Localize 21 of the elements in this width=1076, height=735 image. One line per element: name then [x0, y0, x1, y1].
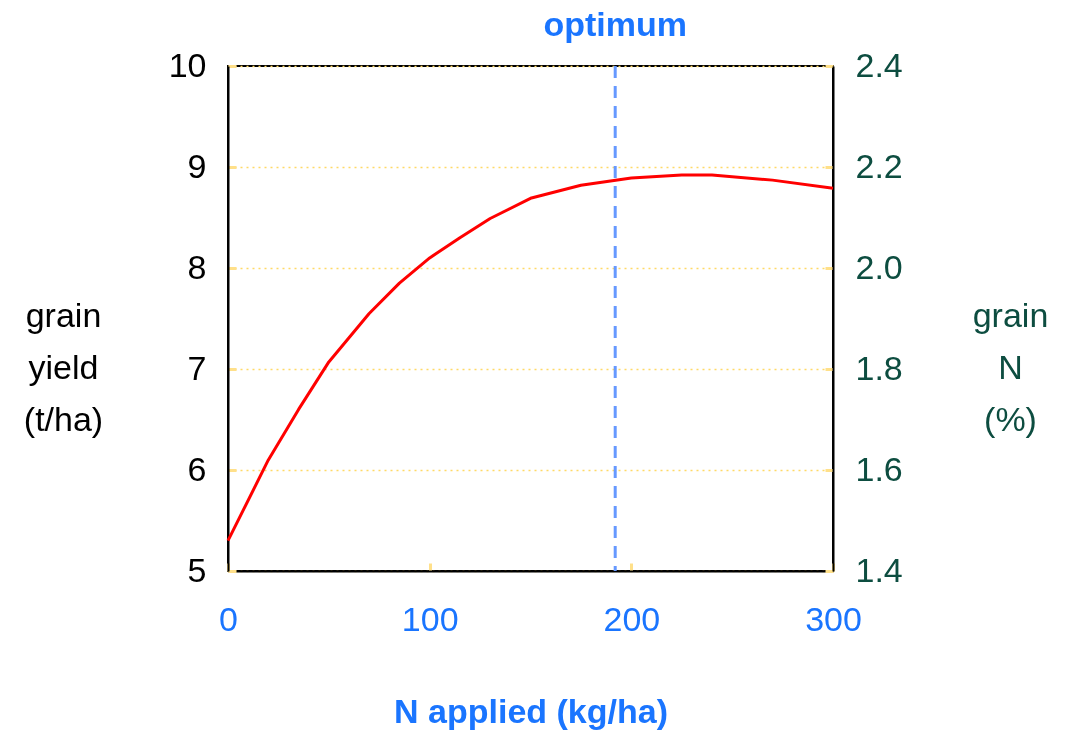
x-tick-label: 100	[401, 599, 459, 638]
y2-tick-label: 2.0	[855, 247, 903, 286]
x-axis-title: N applied (kg/ha)	[394, 691, 668, 730]
x-tick-label: 0	[219, 599, 238, 638]
y2-tick-label: 1.4	[855, 550, 903, 589]
y2-tick-label: 1.6	[855, 449, 903, 488]
y2-axis-title: grain N (%)	[972, 295, 1049, 438]
y2-tick-label: 2.2	[855, 146, 903, 185]
y-tick-label: 7	[187, 348, 207, 387]
y-tick-label: 6	[187, 449, 207, 488]
y2-tick-label: 1.8	[855, 348, 903, 387]
x-tick-label: 300	[805, 599, 862, 638]
y-tick-label: 10	[168, 45, 207, 84]
y2-tick-label: 2.4	[855, 45, 903, 84]
ref-line-label: optimum	[543, 5, 687, 43]
y-tick-label: 9	[187, 146, 207, 185]
y-tick-label: 5	[187, 550, 207, 589]
x-tick-label: 200	[603, 599, 661, 638]
line-series	[226, 173, 835, 543]
y-axis-title: grain yield (t/ha)	[23, 295, 104, 438]
y-tick-label: 8	[187, 247, 207, 286]
